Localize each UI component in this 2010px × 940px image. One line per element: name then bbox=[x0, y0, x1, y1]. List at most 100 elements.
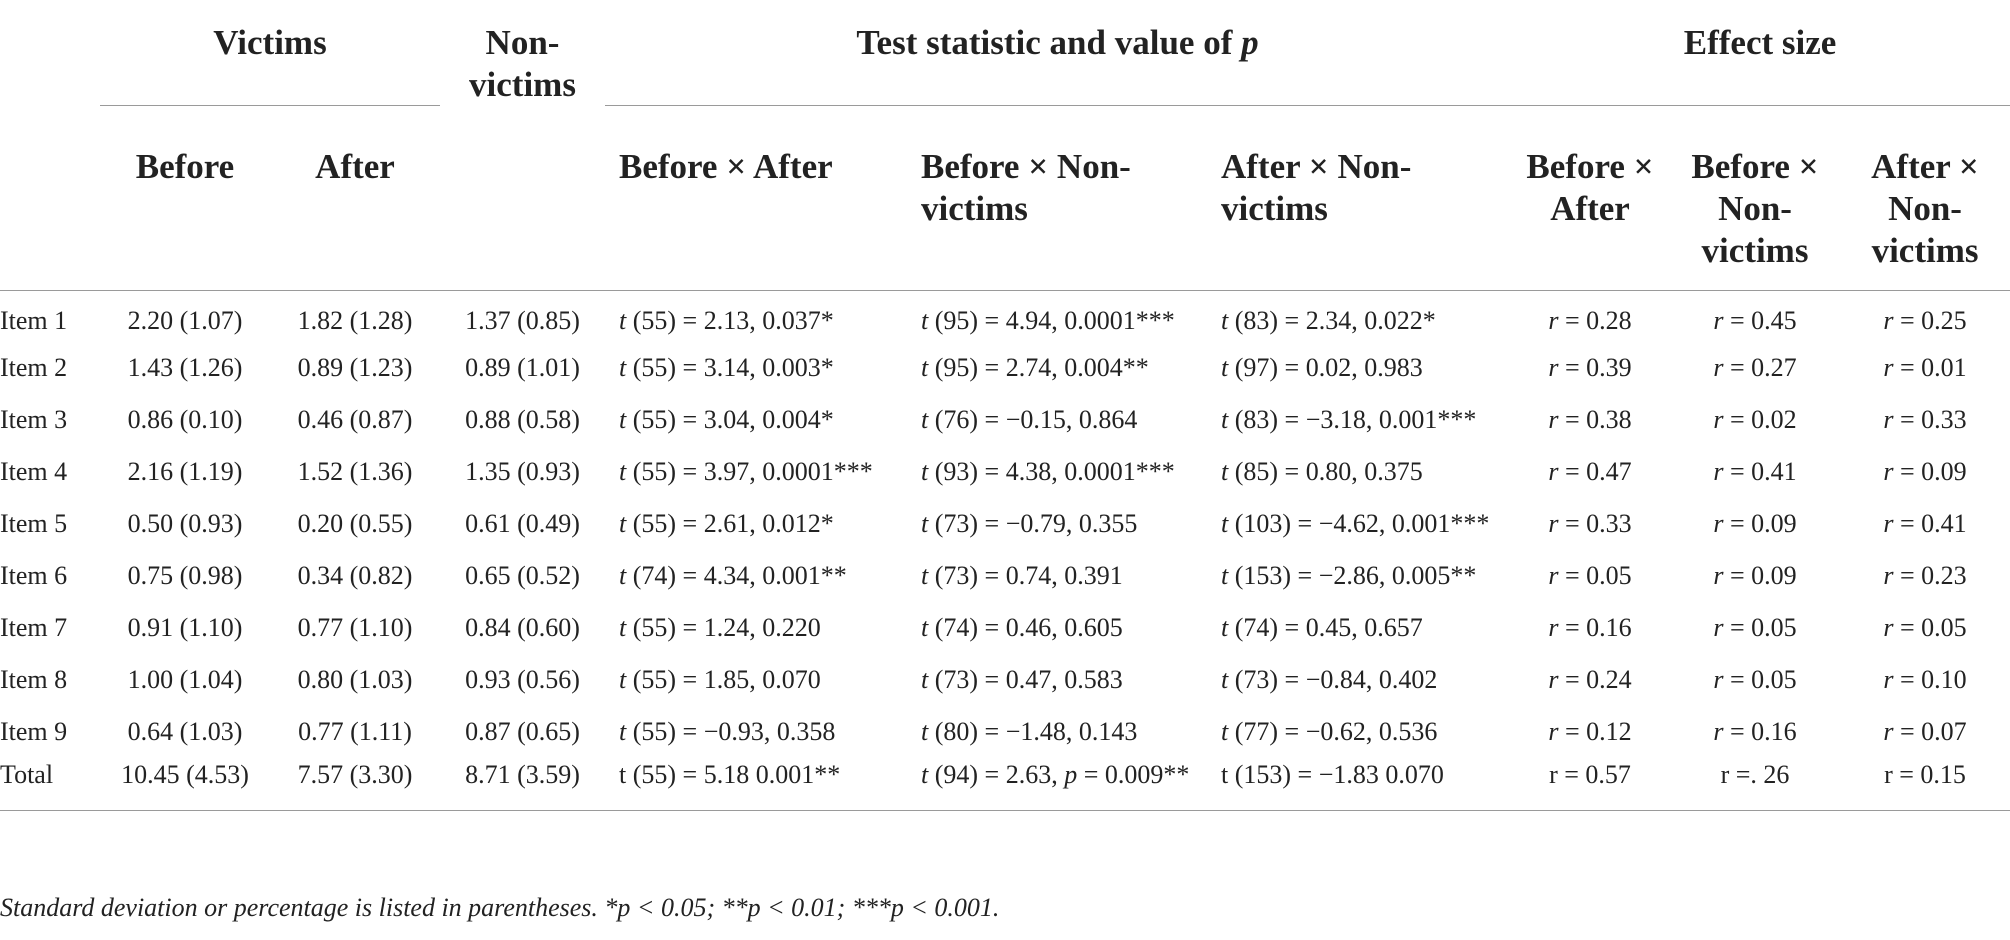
cell-stat-before-non-victims: t (73) = 0.47, 0.583 bbox=[921, 665, 1123, 694]
cell-non-victims: 0.88 (0.58) bbox=[465, 405, 580, 434]
cell-effect-before-non-victims: r = 0.05 bbox=[1713, 613, 1797, 642]
cell-stat-before-non-victims: t (74) = 0.46, 0.605 bbox=[921, 613, 1123, 642]
header-non-victims: Non-victims bbox=[440, 0, 605, 291]
cell-stat-before-non-victims: t (93) = 4.38, 0.0001*** bbox=[921, 457, 1175, 486]
cell-stat-before-after: t (55) = 1.24, 0.220 bbox=[619, 613, 821, 642]
table-row: Item 5 0.50 (0.93) 0.20 (0.55) 0.61 (0.49) t… bbox=[0, 498, 2010, 550]
cell-effect-before-non-victims: r = 0.05 bbox=[1713, 665, 1797, 694]
header-before: Before bbox=[100, 128, 270, 291]
cell-non-victims: 0.87 (0.65) bbox=[465, 717, 580, 746]
cell-effect-after-non-victims: r = 0.33 bbox=[1883, 405, 1967, 434]
cell-stat-before-after: t (55) = 5.18 0.001** bbox=[605, 758, 907, 811]
cell-non-victims: 0.89 (1.01) bbox=[465, 353, 580, 382]
header-effect-before-after: Before × After bbox=[1510, 128, 1671, 291]
test-statistic-label: Test statistic and value of p bbox=[856, 23, 1259, 62]
cell-effect-before-after: r = 0.57 bbox=[1510, 758, 1671, 811]
cell-after: 7.57 (3.30) bbox=[270, 758, 440, 811]
row-label: Item 1 bbox=[0, 306, 68, 336]
cell-effect-before-non-victims: r = 0.16 bbox=[1713, 717, 1797, 746]
cell-stat-before-non-victims: t (76) = −0.15, 0.864 bbox=[921, 405, 1138, 434]
cell-stat-after-non-victims: t (77) = −0.62, 0.536 bbox=[1221, 717, 1438, 746]
cell-before: 2.16 (1.19) bbox=[127, 457, 243, 486]
cell-effect-before-after: r = 0.16 bbox=[1548, 613, 1632, 642]
table-row: Item 7 0.91 (1.10) 0.77 (1.10) 0.84 (0.60) t… bbox=[0, 602, 2010, 654]
cell-non-victims: 1.35 (0.93) bbox=[465, 457, 580, 486]
cell-stat-before-after: t (55) = 3.14, 0.003* bbox=[619, 353, 834, 382]
cell-before: 10.45 (4.53) bbox=[100, 758, 270, 811]
row-label: Item 8 bbox=[0, 665, 68, 694]
table-row: Item 9 0.64 (1.03) 0.77 (1.11) 0.87 (0.65) t… bbox=[0, 706, 2010, 758]
table-footnote: Standard deviation or percentage is list… bbox=[0, 893, 1000, 922]
results-table-container: Victims Non-victims Test statistic and v… bbox=[0, 0, 2010, 811]
header-stat-before-non-victims: Before × Non-victims bbox=[907, 128, 1207, 291]
cell-stat-before-non-victims: t (94) = 2.63, p = 0.009** bbox=[907, 758, 1207, 811]
cell-non-victims: 8.71 (3.59) bbox=[440, 758, 605, 811]
cell-effect-before-non-victims: r = 0.09 bbox=[1713, 561, 1797, 590]
cell-stat-before-after: t (55) = −0.93, 0.358 bbox=[619, 717, 836, 746]
cell-effect-after-non-victims: r = 0.07 bbox=[1883, 717, 1967, 746]
cell-effect-after-non-victims: r = 0.05 bbox=[1883, 613, 1967, 642]
cell-non-victims: 0.61 (0.49) bbox=[465, 509, 580, 538]
victims-group: Victims bbox=[100, 0, 440, 106]
effect-size-label: Effect size bbox=[1683, 23, 1837, 62]
row-label: Item 6 bbox=[0, 561, 68, 590]
cell-effect-before-non-victims: r = 0.09 bbox=[1713, 509, 1797, 538]
cell-after: 0.89 (1.23) bbox=[297, 353, 413, 382]
cell-stat-after-non-victims: t (74) = 0.45, 0.657 bbox=[1221, 613, 1423, 642]
row-label: Item 3 bbox=[0, 405, 68, 434]
cell-effect-after-non-victims: r = 0.10 bbox=[1883, 665, 1967, 694]
cell-effect-before-non-victims: r = 0.45 bbox=[1713, 306, 1797, 336]
cell-effect-before-non-victims: r = 0.41 bbox=[1713, 457, 1797, 486]
cell-effect-before-after: r = 0.24 bbox=[1548, 665, 1632, 694]
cell-stat-before-after: t (55) = 1.85, 0.070 bbox=[619, 665, 821, 694]
table-row: Total 10.45 (4.53) 7.57 (3.30) 8.71 (3.59) t… bbox=[0, 758, 2010, 811]
header-effect-size: Effect size bbox=[1510, 0, 2010, 128]
cell-stat-after-non-victims: t (83) = 2.34, 0.022* bbox=[1221, 306, 1436, 336]
cell-stat-after-non-victims: t (85) = 0.80, 0.375 bbox=[1221, 457, 1423, 486]
header-stat-after-non-victims: After × Non-victims bbox=[1207, 128, 1511, 291]
cell-after: 1.82 (1.28) bbox=[297, 306, 413, 336]
cell-before: 0.91 (1.10) bbox=[127, 613, 243, 642]
cell-effect-before-after: r = 0.33 bbox=[1548, 509, 1632, 538]
cell-effect-after-non-victims: r = 0.25 bbox=[1883, 306, 1967, 336]
cell-effect-after-non-victims: r = 0.01 bbox=[1883, 353, 1967, 382]
cell-before: 2.20 (1.07) bbox=[127, 306, 243, 336]
table-row: Item 1 2.20 (1.07) 1.82 (1.28) 1.37 (0.85) t… bbox=[0, 290, 2010, 342]
cell-before: 0.86 (0.10) bbox=[127, 405, 243, 434]
cell-stat-before-non-victims: t (95) = 2.74, 0.004** bbox=[921, 353, 1149, 382]
cell-after: 0.20 (0.55) bbox=[297, 509, 413, 538]
cell-stat-before-after: t (55) = 3.04, 0.004* bbox=[619, 405, 834, 434]
table-row: Item 2 1.43 (1.26) 0.89 (1.23) 0.89 (1.01) t… bbox=[0, 342, 2010, 394]
cell-effect-after-non-victims: r = 0.15 bbox=[1840, 758, 2010, 811]
cell-effect-before-non-victims: r =. 26 bbox=[1670, 758, 1841, 811]
cell-effect-before-after: r = 0.38 bbox=[1548, 405, 1632, 434]
table-row: Item 8 1.00 (1.04) 0.80 (1.03) 0.93 (0.56) t… bbox=[0, 654, 2010, 706]
cell-non-victims: 0.93 (0.56) bbox=[465, 665, 580, 694]
cell-after: 0.80 (1.03) bbox=[297, 665, 413, 694]
cell-stat-before-non-victims: t (80) = −1.48, 0.143 bbox=[921, 717, 1138, 746]
cell-before: 0.75 (0.98) bbox=[127, 561, 243, 590]
table-body: Item 1 2.20 (1.07) 1.82 (1.28) 1.37 (0.85) t… bbox=[0, 290, 2010, 811]
header-after: After bbox=[270, 128, 440, 291]
row-label: Item 2 bbox=[0, 353, 68, 382]
row-label: Item 7 bbox=[0, 613, 68, 642]
cell-before: 0.64 (1.03) bbox=[127, 717, 243, 746]
cell-effect-before-non-victims: r = 0.27 bbox=[1713, 353, 1797, 382]
cell-effect-after-non-victims: r = 0.09 bbox=[1883, 457, 1967, 486]
table-row: Item 4 2.16 (1.19) 1.52 (1.36) 1.35 (0.93) t… bbox=[0, 446, 2010, 498]
cell-stat-after-non-victims: t (103) = −4.62, 0.001*** bbox=[1221, 509, 1490, 538]
cell-stat-before-non-victims: t (95) = 4.94, 0.0001*** bbox=[921, 306, 1175, 336]
cell-after: 0.34 (0.82) bbox=[297, 561, 413, 590]
cell-stat-before-after: t (55) = 2.13, 0.037* bbox=[619, 306, 834, 336]
cell-stat-before-after: t (74) = 4.34, 0.001** bbox=[619, 561, 847, 590]
cell-before: 1.43 (1.26) bbox=[127, 353, 243, 382]
cell-effect-before-after: r = 0.05 bbox=[1548, 561, 1632, 590]
effect-size-group: Effect size bbox=[1510, 0, 2010, 106]
cell-stat-after-non-victims: t (97) = 0.02, 0.983 bbox=[1221, 353, 1423, 382]
row-label: Item 5 bbox=[0, 509, 68, 538]
cell-effect-after-non-victims: r = 0.41 bbox=[1883, 509, 1967, 538]
cell-stat-before-non-victims: t (73) = −0.79, 0.355 bbox=[921, 509, 1138, 538]
cell-effect-before-after: r = 0.12 bbox=[1548, 717, 1632, 746]
header-victims: Victims bbox=[100, 0, 440, 128]
cell-stat-after-non-victims: t (153) = −1.83 0.070 bbox=[1207, 758, 1511, 811]
